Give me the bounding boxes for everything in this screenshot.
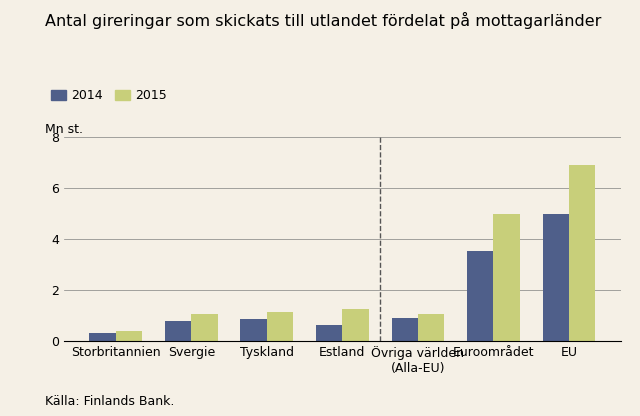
Bar (267, 312, 293, 341)
Bar (569, 165, 595, 341)
Legend: 2014, 2015: 2014, 2015 (51, 89, 167, 102)
Bar (493, 214, 520, 341)
Bar (342, 309, 369, 341)
Text: Källa: Finlands Bank.: Källa: Finlands Bank. (45, 395, 174, 408)
Text: Antal gireringar som skickats till utlandet fördelat på mottagarländer: Antal gireringar som skickats till utlan… (45, 12, 601, 30)
Bar (241, 319, 267, 341)
Bar (191, 314, 218, 341)
Bar (467, 251, 493, 341)
Bar (316, 324, 342, 341)
Bar (90, 334, 116, 341)
Bar (116, 331, 142, 341)
Bar (418, 314, 444, 341)
Bar (392, 318, 418, 341)
Bar (543, 214, 569, 341)
Bar (165, 321, 191, 341)
Text: Mn st.: Mn st. (45, 123, 83, 136)
